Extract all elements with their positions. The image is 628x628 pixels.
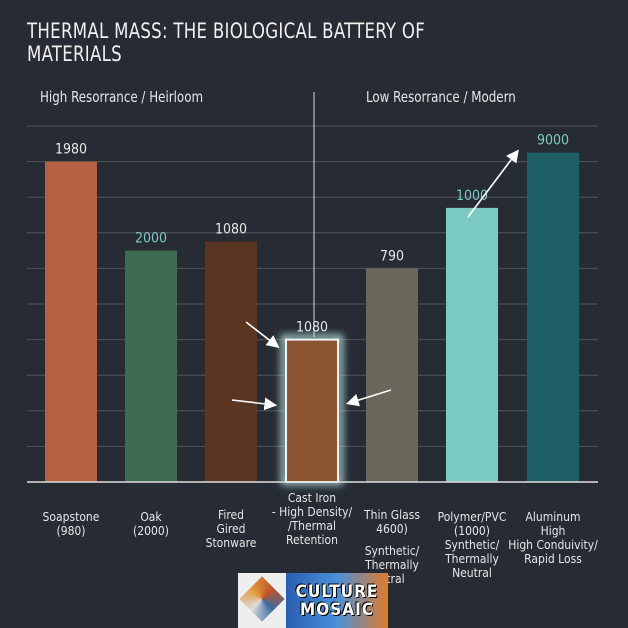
data-label: 1080 [296,320,328,336]
section-label-modern: Low Resorrance / Modern [366,88,516,106]
data-label: 9000 [537,133,569,149]
arrow-icon [231,397,278,411]
mosaic-image [238,573,286,628]
bar-0 [45,161,97,482]
data-label: 2000 [135,231,167,247]
bar-2 [205,241,257,482]
category-label: Aluminum High High Conduivity/ Rapid Los… [508,510,598,566]
x-tick-label: Aluminum High High Conduivity/ Rapid Los… [508,510,598,566]
x-tick-label: Oak (2000) [106,510,196,538]
arrow-icon [245,321,280,348]
culture-mosaic-logo: CULTURE MOSAIC [238,573,388,628]
bar-3 [285,338,339,483]
category-label: Oak (2000) [133,510,169,538]
x-tick-label: Cast Iron - High Density/ /Thermal Reten… [267,491,357,547]
category-label: Cast Iron - High Density/ /Thermal Reten… [271,491,353,547]
category-label: Polymer/PVC (1000) Synthetic/ Thermally … [437,510,507,580]
bar-6 [527,152,579,482]
x-tick-label: Fired Gired Stonware [186,508,276,550]
logo-text: CULTURE MOSAIC [286,573,388,628]
bar-1 [125,250,177,482]
category-label: Fired Gired Stonware [205,508,257,550]
data-label: 790 [380,248,404,264]
data-label: 1080 [215,222,247,238]
chart-title: THERMAL MASS: THE BIOLOGICAL BATTERY OF … [27,19,426,66]
bar-4 [366,268,418,482]
x-tick-label: Thin Glass 4600) Synthetic/ Thermally utr… [347,508,437,586]
category-sublabel: Synthetic/ Thermally utral [364,544,420,586]
data-label: 1980 [55,142,87,158]
category-label: Thin Glass 4600) [364,508,420,536]
category-label: Soapstone (980) [42,510,100,538]
x-tick-label: Polymer/PVC (1000) Synthetic/ Thermally … [427,510,517,580]
x-tick-label: Soapstone (980) [26,510,116,538]
section-label-heirloom: High Resorrance / Heirloom [40,88,204,106]
bar-5 [446,207,498,482]
arrow-icon [467,149,519,218]
arrow-icon [345,389,392,407]
